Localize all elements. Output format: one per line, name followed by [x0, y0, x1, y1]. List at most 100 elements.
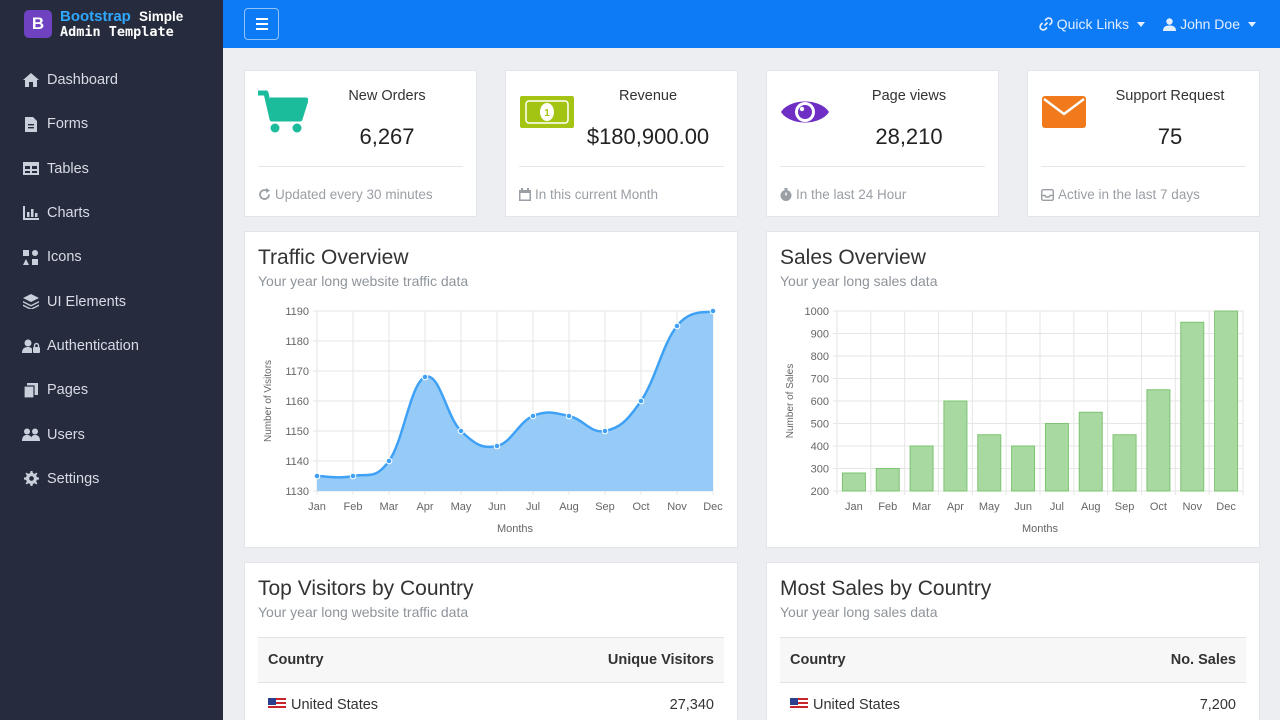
table-row[interactable]: United States 7,200: [780, 683, 1246, 720]
stat-label: Support Request: [1115, 88, 1225, 104]
country-cell: United States: [790, 697, 900, 713]
data-point: [385, 457, 393, 465]
y-tick-label: 500: [811, 419, 829, 431]
x-tick-label: Jun: [1014, 501, 1032, 513]
stat-footer-text: Active in the last 7 days: [1058, 187, 1200, 202]
column-header[interactable]: Country: [268, 652, 324, 668]
stat-label: Revenue: [618, 88, 678, 104]
data-point: [349, 472, 357, 480]
stat-footer-text: Updated every 30 minutes: [275, 187, 433, 202]
sidebar-item-settings[interactable]: Settings: [0, 457, 223, 501]
data-point: [709, 307, 717, 315]
brand-name-line2: Admin Template: [60, 23, 174, 40]
x-tick-label: Jul: [1050, 501, 1064, 513]
stat-label: New Orders: [348, 88, 426, 104]
stat-footer-text: In the last 24 Hour: [796, 187, 907, 202]
stat-card-new-orders: New Orders 6,267 Updated every 30 minute…: [244, 70, 477, 217]
sidebar-item-charts[interactable]: Charts: [0, 191, 223, 235]
cart-icon: [258, 89, 309, 140]
brand-name: Bootstrap Simple Admin Template: [60, 9, 183, 40]
y-tick-label: 1000: [805, 306, 829, 318]
value-cell: 7,200: [1199, 697, 1236, 713]
bar: [1011, 445, 1036, 492]
topbar-right: Quick Links John Doe: [1038, 0, 1256, 48]
sidebar-item-forms[interactable]: Forms: [0, 102, 223, 146]
sidebar-item-users[interactable]: Users: [0, 412, 223, 456]
x-tick-label: May: [451, 501, 472, 513]
country-cell: United States: [268, 697, 378, 713]
brand-name-part1: Bootstrap: [60, 7, 131, 25]
y-axis-label: Number of Sales: [785, 364, 796, 438]
sidebar-item-label: Pages: [47, 382, 89, 399]
stat-value: 75: [1157, 124, 1183, 149]
x-axis-label: Months: [1022, 523, 1059, 535]
column-header[interactable]: Unique Visitors: [607, 652, 714, 668]
panel-title: Most Sales by Country: [780, 577, 992, 600]
sidebar-item-label: Forms: [47, 116, 89, 133]
sidebar-item-label: Settings: [47, 470, 100, 487]
divider: [258, 166, 463, 167]
stat-value: $180,900.00: [586, 124, 710, 149]
y-tick-label: 600: [811, 396, 829, 408]
most-sales-panel: Most Sales by Country Your year long sal…: [766, 562, 1260, 720]
data-point: [673, 322, 681, 330]
sidebar-item-icons[interactable]: Icons: [0, 235, 223, 279]
envelope-icon: [1041, 89, 1087, 140]
y-tick-label: 200: [811, 486, 829, 498]
x-tick-label: Apr: [947, 501, 964, 513]
sidebar-item-dashboard[interactable]: Dashboard: [0, 58, 223, 102]
stat-value: 6,267: [359, 124, 415, 149]
sidebar-item-tables[interactable]: Tables: [0, 147, 223, 191]
area-fill: [317, 311, 713, 491]
stat-footer: In the last 24 Hour: [780, 187, 906, 202]
x-tick-label: Mar: [912, 501, 931, 513]
stat-card-page-views: Page views 28,210 In the last 24 Hour: [766, 70, 999, 217]
user-name: John Doe: [1180, 16, 1240, 32]
sidebar-item-authentication[interactable]: Authentication: [0, 324, 223, 368]
table-header: Country No. Sales: [780, 637, 1246, 683]
sidebar-item-label: UI Elements: [47, 293, 126, 310]
file-icon: [22, 116, 40, 132]
x-tick-label: Aug: [1081, 501, 1101, 513]
country-name: United States: [813, 697, 901, 713]
data-point: [637, 397, 645, 405]
sales-chart: 200 300 400 500 600 700 800 900 1000 Jan Feb Mar Apr…: [785, 306, 1244, 535]
traffic-overview-panel: Traffic Overview Your year long website …: [244, 231, 738, 548]
us-flag-icon: [268, 698, 286, 710]
stat-footer-text: In this current Month: [535, 187, 659, 202]
stopwatch-icon: [780, 188, 792, 201]
bar: [1112, 434, 1137, 492]
x-tick-label: Jul: [526, 501, 540, 513]
refresh-icon: [259, 188, 270, 200]
layers-icon: [22, 294, 40, 310]
sidebar-item-ui-elements[interactable]: UI Elements: [0, 279, 223, 323]
y-tick-label: 900: [811, 329, 829, 341]
users-icon: [22, 427, 40, 443]
country-name: United States: [291, 697, 379, 713]
stat-label: Page views: [871, 88, 947, 104]
table-row[interactable]: United States 27,340: [258, 683, 724, 720]
column-header[interactable]: No. Sales: [1170, 652, 1236, 668]
column-header[interactable]: Country: [790, 652, 846, 668]
quick-links-dropdown[interactable]: Quick Links: [1038, 16, 1146, 32]
y-tick-label: 400: [811, 441, 829, 453]
x-axis-label: Months: [497, 523, 534, 535]
brand[interactable]: B Bootstrap Simple Admin Template: [0, 0, 223, 48]
data-point: [313, 472, 321, 480]
stat-card-support-request: Support Request 75 Active in the last 7 …: [1027, 70, 1260, 217]
table-icon: [22, 161, 40, 177]
y-tick-label: 1130: [285, 486, 309, 498]
calendar-icon: [519, 188, 531, 201]
gear-icon: [22, 471, 40, 487]
x-tick-label: Dec: [1216, 501, 1236, 513]
sidebar-item-pages[interactable]: Pages: [0, 368, 223, 412]
user-dropdown[interactable]: John Doe: [1163, 16, 1256, 32]
money-icon: 1: [519, 89, 575, 140]
y-tick-label: 1170: [285, 366, 309, 378]
data-point: [457, 427, 465, 435]
x-tick-label: Jan: [845, 501, 863, 513]
sidebar-toggle-button[interactable]: [244, 8, 279, 40]
menu-bar: [255, 23, 268, 25]
panel-title: Traffic Overview: [258, 246, 409, 269]
x-tick-label: Jun: [488, 501, 506, 513]
